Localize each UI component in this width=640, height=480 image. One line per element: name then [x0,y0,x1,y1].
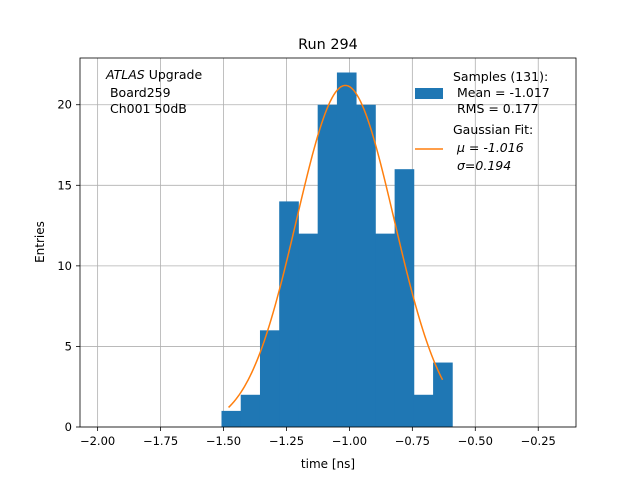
annotation-atlas: ATLAS [105,67,145,82]
histogram-bar [413,394,434,427]
annotation-upgrade: Upgrade [145,67,203,82]
y-axis-ticks: 0 5 10 15 20 [57,98,80,434]
x-axis-label: time [ns] [301,457,355,471]
x-tick-label: −0.50 [458,434,493,448]
gaussian-fit-curve [228,84,444,408]
x-tick-label: −1.25 [269,434,304,448]
legend-hist-line1: Samples (131): [453,69,548,84]
histogram-bar [394,169,415,427]
y-tick-label: 0 [65,420,72,434]
legend-hist-line2: Mean = -1.017 [453,85,550,100]
annotation-channel: Ch001 50dB [106,101,187,116]
x-tick-label: −1.50 [206,434,241,448]
y-tick-label: 20 [57,98,72,112]
legend-fit-line1: Gaussian Fit: [453,122,533,137]
axes-frame [79,57,577,428]
legend-hist-swatch [415,88,443,99]
x-tick-label: −1.00 [332,434,367,448]
experiment-annotation: ATLAS Upgrade Board259 Ch001 50dB [105,67,202,116]
histogram-bar [279,201,299,427]
x-tick-label: −0.75 [395,434,430,448]
x-tick-label: −2.00 [80,434,115,448]
chart-title: Run 294 [298,37,358,53]
legend: Samples (131): Mean = -1.017 RMS = 0.177… [415,69,550,173]
histogram-bar [356,104,376,428]
annotation-board: Board259 [106,85,171,100]
histogram-bar [433,362,453,427]
y-axis-label: Entries [33,221,47,263]
x-tick-label: −0.25 [521,434,556,448]
y-tick-label: 10 [57,259,72,273]
svg-text:ATLAS Upgrade: ATLAS Upgrade [105,67,202,82]
histogram-bar [259,330,280,427]
y-tick-label: 15 [57,178,72,192]
histogram-bar [298,233,319,427]
y-tick-label: 5 [65,339,72,353]
x-axis-ticks: −2.00 −1.75 −1.50 −1.25 −1.00 −0.75 −0.50 −0.25 [80,427,556,448]
histogram-bar [336,72,357,427]
legend-fit-line2: μ = -1.016 [456,140,524,155]
legend-hist-line3: RMS = 0.177 [453,101,539,116]
histogram-bar [317,104,338,428]
x-tick-label: −1.75 [143,434,178,448]
histogram-bar [375,233,396,427]
histogram-bar [221,410,242,427]
histogram-bar [240,394,261,427]
legend-fit-line3: σ=0.194 [457,158,511,173]
histogram-bars [221,72,453,428]
